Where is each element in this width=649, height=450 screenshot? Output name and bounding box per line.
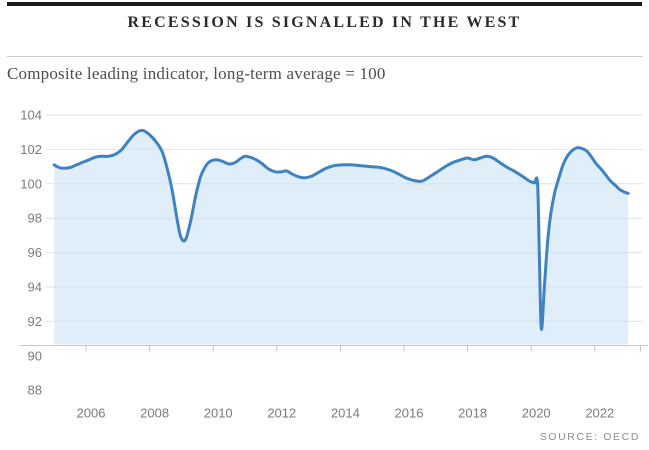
y-axis-label: 94 <box>28 280 42 295</box>
area-fill <box>54 130 629 345</box>
chart-subtitle: Composite leading indicator, long-term a… <box>7 64 386 83</box>
y-axis-label: 100 <box>20 176 42 191</box>
trend-line <box>52 128 630 331</box>
source-label: SOURCE: OECD <box>539 431 640 443</box>
x-axis-label: 2006 <box>77 406 106 421</box>
x-axis-label: 2022 <box>585 406 614 421</box>
x-axis-label: 2012 <box>267 406 296 421</box>
y-axis-label: 88 <box>28 383 42 398</box>
y-axis-label: 92 <box>28 314 42 329</box>
x-axis-label: 2008 <box>140 406 169 421</box>
y-axis-label: 90 <box>28 348 42 363</box>
y-axis-label: 104 <box>20 108 42 123</box>
y-axis-label: 96 <box>28 245 42 260</box>
y-axis-label: 98 <box>28 211 42 226</box>
top-accent-bar <box>7 2 642 6</box>
y-axis-label: 102 <box>20 142 42 157</box>
header-divider <box>7 56 642 57</box>
x-axis-label: 2018 <box>458 406 487 421</box>
x-axis-label: 2010 <box>204 406 233 421</box>
x-axis-label: 2016 <box>395 406 424 421</box>
x-axis-label: 2014 <box>331 406 360 421</box>
x-axis-label: 2020 <box>522 406 551 421</box>
chart-title: RECESSION IS SIGNALLED IN THE WEST <box>127 14 522 31</box>
